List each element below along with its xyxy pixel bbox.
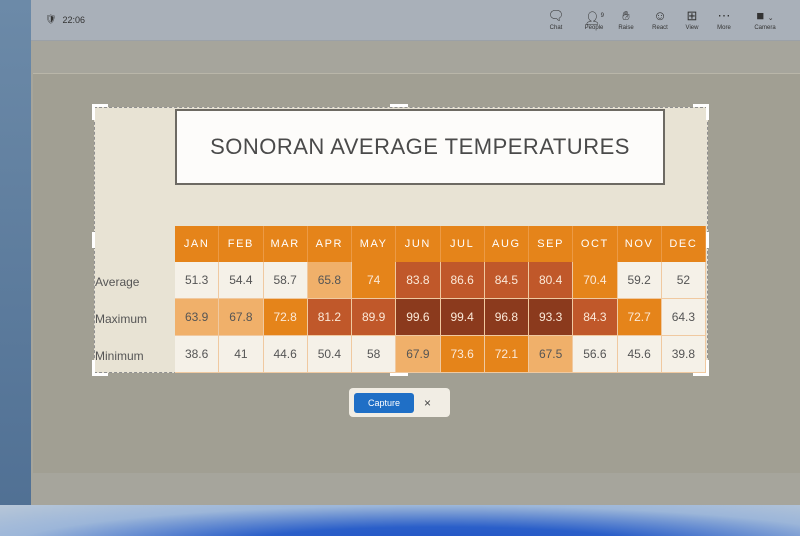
toolbar-react-button[interactable]: ☺ React	[643, 8, 677, 32]
table-cell: 73.6	[440, 336, 485, 373]
toolbar-camera-button[interactable]: ■ ⌄ Camera	[748, 8, 782, 32]
table-cell: 74	[352, 262, 397, 299]
table-cell: 38.6	[175, 336, 220, 373]
resize-handle[interactable]	[92, 104, 95, 120]
toolbar-label: Camera	[754, 25, 776, 31]
close-button[interactable]: ×	[424, 395, 432, 410]
toolbar-label: People	[584, 25, 604, 31]
month-header: FEB	[219, 226, 264, 262]
capture-button[interactable]: Capture	[354, 392, 414, 413]
resize-handle[interactable]	[706, 360, 709, 376]
table-cell: 65.8	[307, 262, 352, 299]
table-cell: 39.8	[661, 336, 706, 373]
toolbar-label: React	[652, 25, 668, 31]
toolbar-label: Chat	[549, 25, 563, 31]
desktop-wallpaper	[0, 505, 800, 536]
resize-handle[interactable]	[706, 232, 709, 248]
table-row: 63.9 67.8 72.8 81.2 89.9 99.6 99.4 96.8 93.3 84.3…	[175, 299, 706, 336]
toolbar-raise-button[interactable]: ✋︎ Raise	[609, 8, 643, 32]
table-cell: 72.7	[617, 299, 662, 336]
toolbar-chat-button[interactable]: 🗨︎ Chat	[539, 8, 573, 32]
month-header: APR	[308, 226, 352, 262]
table-cell: 44.6	[263, 336, 308, 373]
table-cell: 54.4	[219, 262, 264, 299]
row-label: Minimum	[95, 349, 144, 363]
table-cell: 51.3	[175, 262, 220, 299]
people-icon: 👤︎9	[584, 10, 604, 26]
table-cell: 86.6	[440, 262, 485, 299]
table-cell: 84.3	[573, 299, 618, 336]
shield-icon: 🛡︎	[45, 14, 57, 24]
table-cell: 72.8	[263, 299, 308, 336]
table-cell: 93.3	[529, 299, 574, 336]
month-header: JAN	[175, 226, 220, 262]
resize-handle[interactable]	[92, 104, 108, 107]
table-cell: 72.1	[484, 336, 529, 373]
table-cell: 99.6	[396, 299, 441, 336]
more-icon: ⋯	[717, 8, 731, 23]
chat-icon: 🗨︎	[547, 8, 565, 23]
temperature-table: JAN FEB MAR APR MAY JUN JUL AUG SEP OCT NOV DEC 51.3…	[175, 226, 706, 373]
toolbar-label: Raise	[618, 25, 634, 31]
table-cell: 41	[219, 336, 264, 373]
toolbar-people-button[interactable]: 👤︎9 People	[577, 9, 611, 31]
table-cell: 59.2	[617, 262, 662, 299]
people-count: 9	[600, 13, 604, 19]
grid-icon: ⊞	[686, 8, 698, 23]
table-cell: 58	[352, 336, 397, 373]
month-header: SEP	[529, 226, 574, 262]
table-row: 38.6 41 44.6 50.4 58 67.9 73.6 72.1 67.5 56.6 45.6…	[175, 336, 706, 373]
table-cell: 63.9	[175, 299, 220, 336]
table-cell: 58.7	[263, 262, 308, 299]
table-cell: 45.6	[617, 336, 662, 373]
table-cell: 99.4	[440, 299, 485, 336]
smile-icon: ☺	[653, 8, 667, 23]
capture-toolbar: Capture ×	[349, 388, 450, 417]
meeting-toolbar: 🛡︎ 22:06 🗨︎ Chat 👤︎9 People ✋︎ Raise ☺ React ⊞ Vi…	[31, 0, 800, 41]
desktop-background	[0, 0, 31, 536]
table-cell: 81.2	[307, 299, 352, 336]
table-cell: 84.5	[484, 262, 529, 299]
month-header: NOV	[618, 226, 662, 262]
table-cell: 67.9	[396, 336, 441, 373]
resize-handle[interactable]	[92, 373, 108, 376]
row-label: Average	[95, 275, 140, 289]
table-cell: 56.6	[573, 336, 618, 373]
table-cell: 64.3	[661, 299, 706, 336]
resize-handle[interactable]	[706, 104, 709, 120]
table-cell: 70.4	[573, 262, 618, 299]
month-header: JUL	[441, 226, 485, 262]
table-cell: 96.8	[484, 299, 529, 336]
resize-handle[interactable]	[693, 373, 709, 376]
month-header: AUG	[485, 226, 529, 262]
table-cell: 67.5	[529, 336, 574, 373]
month-header: OCT	[573, 226, 618, 262]
table-cell: 50.4	[307, 336, 352, 373]
toolbar-label: More	[717, 25, 731, 31]
meeting-time: 22:06	[62, 14, 85, 25]
resize-handle[interactable]	[92, 360, 95, 376]
table-cell: 67.8	[219, 299, 264, 336]
month-header: DEC	[662, 226, 706, 262]
resize-handle[interactable]	[390, 104, 408, 107]
table-cell: 83.8	[396, 262, 441, 299]
hand-icon: ✋︎	[622, 8, 630, 23]
table-cell: 80.4	[529, 262, 574, 299]
toolbar-view-button[interactable]: ⊞ View	[675, 8, 709, 32]
slide-title: SONORAN AVERAGE TEMPERATURES	[175, 109, 665, 185]
resize-handle[interactable]	[693, 104, 709, 107]
table-cell: 89.9	[352, 299, 397, 336]
month-header: MAR	[264, 226, 308, 262]
resize-handle[interactable]	[92, 232, 95, 248]
toolbar-label: View	[685, 25, 699, 31]
month-header: MAY	[352, 226, 397, 262]
row-label: Maximum	[95, 312, 148, 326]
month-header-row: JAN FEB MAR APR MAY JUN JUL AUG SEP OCT NOV DEC	[175, 226, 706, 262]
toolbar-more-button[interactable]: ⋯ More	[707, 8, 741, 32]
month-header: JUN	[396, 226, 441, 262]
resize-handle[interactable]	[390, 373, 408, 376]
table-row: 51.3 54.4 58.7 65.8 74 83.8 86.6 84.5 80.4 70.4 59…	[175, 262, 706, 299]
camera-icon: ■ ⌄	[756, 8, 774, 23]
table-cell: 52	[661, 262, 706, 299]
